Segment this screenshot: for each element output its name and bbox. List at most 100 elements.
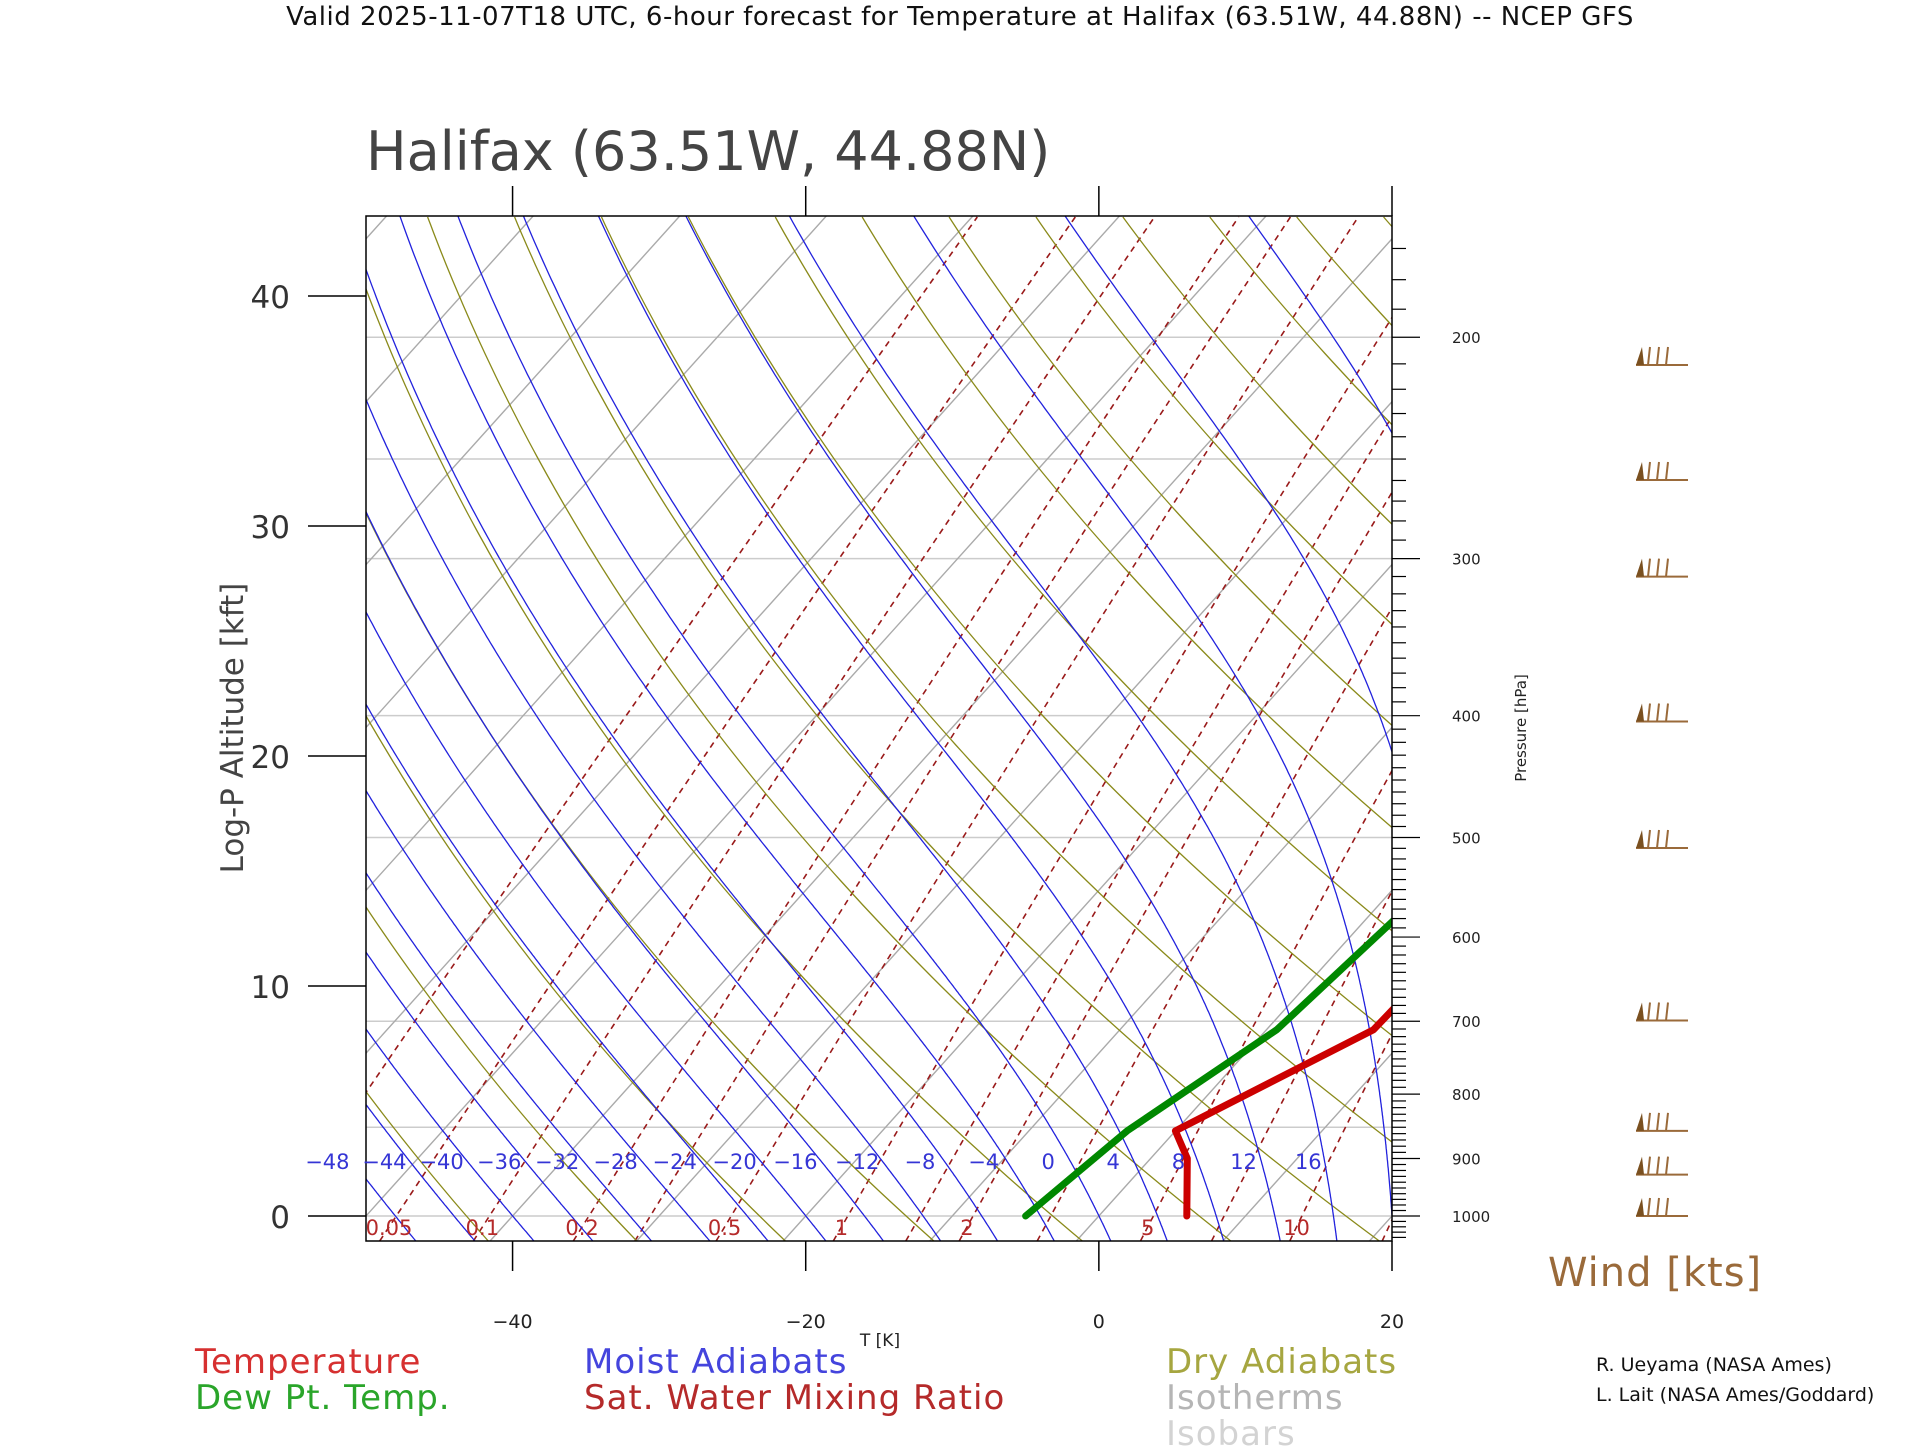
dry-adiabat-line [254,217,934,1241]
dry-adiabat-line [1905,217,1920,1241]
wind-barb-flag [1636,462,1644,480]
moist-adiabat-label: −48 [305,1150,349,1174]
mixing-ratio-label: 5 [1141,1216,1154,1240]
wind-barb-flag [1636,704,1644,722]
legend-moist-adiabats: Moist Adiabats [584,1342,847,1382]
temperature-line [1175,220,1920,1216]
mixing-ratio-label: 0.5 [708,1216,741,1240]
wind-barb-tick [1666,1003,1668,1021]
wind-barb-tick [1648,704,1650,722]
mixing-ratio-line [473,217,1154,1241]
mixing-ratio-label: 0.1 [466,1216,499,1240]
wind-barbs [1636,347,1688,1216]
moist-adiabat-line [22,202,540,1248]
wind-barb-tick [1657,1198,1659,1216]
legend-dry-adiabats: Dry Adiabats [1166,1342,1397,1382]
wind-barb-tick [1657,462,1659,480]
moist-adiabat-line [95,202,658,1248]
wind-barb-tick [1648,559,1650,577]
dry-adiabat-line [1557,217,1920,1241]
wind-barb-tick [1666,704,1668,722]
wind-label: Wind [kts] [1548,1250,1762,1296]
isotherm-line [490,216,1413,1241]
wind-barb [1636,830,1688,848]
wind-barb-tick [1666,1157,1668,1175]
y-tick-label: 20 [251,740,290,776]
moist-adiabat-label: 12 [1230,1150,1257,1174]
moist-adiabat-label: −8 [904,1150,935,1174]
wind-barb-tick [1657,347,1659,365]
isotherm-line [344,216,1267,1241]
moist-adiabat-label: 16 [1295,1150,1322,1174]
moist-adiabat-label: −36 [477,1150,521,1174]
wind-barb-tick [1648,1198,1650,1216]
moist-adiabat-label: −40 [419,1150,463,1174]
mixing-ratio-label: 10 [1283,1216,1310,1240]
dry-adiabat-line [1731,217,1920,1241]
pressure-label: 300 [1452,551,1481,569]
y-tick-label: 0 [270,1200,290,1236]
moist-adiabat-label: −20 [712,1150,756,1174]
mixing-ratio-line [1037,217,1623,1241]
pressure-axis-label: Pressure [hPa] [1512,674,1530,782]
dry-adiabat-line [775,217,1825,1241]
pressure-label: 900 [1452,1150,1481,1168]
wind-barb-tick [1648,1157,1650,1175]
moist-adiabat-line [1622,202,1698,1248]
isotherm-line [1076,216,1920,1241]
wind-barb [1636,1157,1688,1175]
wind-barb-flag [1636,1003,1644,1021]
legend-isotherms: Isotherms [1166,1378,1344,1418]
wind-barb-flag [1636,559,1644,577]
isotherm-line [0,216,680,1241]
dry-adiabat-line [602,217,1528,1241]
mixing-ratio-label: 0.2 [565,1216,598,1240]
pressure-label: 1000 [1452,1208,1490,1226]
pressure-label: 200 [1452,329,1481,347]
wind-barb-flag [1636,1157,1644,1175]
isotherm-line [0,216,826,1241]
mixing-ratio-line [1290,217,1829,1241]
mixing-ratio-line [1677,217,1920,1241]
wind-barb-tick [1657,1003,1659,1021]
wind-barb-tick [1657,1113,1659,1131]
isotherm-line [783,216,1705,1241]
wind-barb [1636,1113,1688,1131]
wind-barb [1636,559,1688,577]
isotherm-line [0,216,533,1241]
moist-adiabat-line [210,202,832,1248]
wind-barb-tick [1666,559,1668,577]
moist-adiabat-label: 0 [1041,1150,1054,1174]
legend-dewpoint: Dew Pt. Temp. [195,1378,451,1418]
moist-adiabat-line [0,202,421,1248]
wind-barb-flag [1636,347,1644,365]
isotherm-line [930,216,1853,1241]
wind-barb-tick [1648,1113,1650,1131]
isotherm-line [50,216,973,1241]
moist-adiabat-label: −32 [535,1150,579,1174]
dry-adiabat-line [515,217,1380,1241]
wind-barb-tick [1657,1157,1659,1175]
moist-adiabat-line [1680,202,1827,1248]
moist-adiabat-label: −4 [968,1150,999,1174]
dry-adiabat-line [0,217,43,1241]
wind-barb-tick [1648,1003,1650,1021]
x-tick-label: −20 [786,1311,826,1333]
wind-barb-tick [1648,830,1650,848]
legend-mixing-ratio: Sat. Water Mixing Ratio [584,1378,1005,1418]
x-tick-label: −40 [493,1311,533,1333]
wind-barb-tick [1666,1113,1668,1131]
wind-barb-tick [1657,830,1659,848]
credit-line-2: L. Lait (NASA Ames/Goddard) [1596,1384,1874,1406]
legend-temperature: Temperature [195,1342,421,1382]
mixing-ratio-label: 1 [835,1216,848,1240]
dry-adiabat-line [428,217,1231,1241]
moist-adiabat-line [518,202,1170,1248]
dry-adiabat-line [1644,217,1920,1241]
isotherm-line [197,216,1120,1241]
mixing-ratio-line [906,217,1516,1241]
wind-barb-tick [1657,704,1659,722]
wind-barb-tick [1657,559,1659,577]
wind-barb-tick [1666,830,1668,848]
